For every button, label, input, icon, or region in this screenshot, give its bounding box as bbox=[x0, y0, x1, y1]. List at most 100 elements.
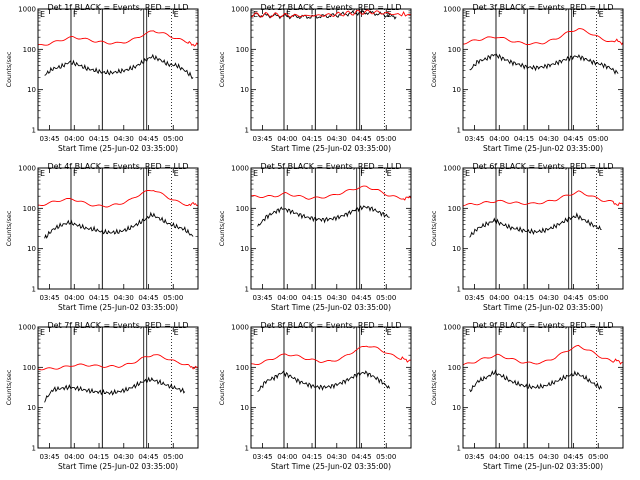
x-axis-label: Start Time (25-Jun-02 03:35:00) bbox=[483, 303, 603, 312]
x-tick-label: 03:45 bbox=[39, 453, 59, 461]
x-tick-label: 03:45 bbox=[252, 135, 272, 143]
x-tick-label: 04:45 bbox=[563, 453, 583, 461]
marker-label: E bbox=[465, 10, 470, 19]
x-tick-label: 05:00 bbox=[163, 135, 183, 143]
y-tick-label: 10 bbox=[452, 404, 461, 412]
series-line-events bbox=[257, 370, 391, 392]
y-axis-label: Counts/sec bbox=[430, 51, 438, 87]
chart-title: Det 5f BLACK = Events, RED = LLD bbox=[260, 162, 401, 171]
y-axis-label: Counts/sec bbox=[218, 210, 226, 246]
x-tick-label: 04:00 bbox=[489, 453, 509, 461]
plot-frame bbox=[250, 326, 412, 449]
marker-label: F bbox=[498, 328, 503, 337]
chart-panel-9: Det 9f BLACK = Events, RED = LLD Counts/s… bbox=[430, 321, 624, 471]
marker-label: F bbox=[73, 10, 78, 19]
series-line-events bbox=[469, 212, 602, 238]
plot-frame bbox=[462, 167, 624, 290]
marker-label: F bbox=[360, 328, 365, 337]
x-axis-label: Start Time (25-Jun-02 03:35:00) bbox=[271, 462, 391, 471]
y-tick-label: 10 bbox=[27, 404, 36, 412]
chart-panel-8: Det 8f BLACK = Events, RED = LLD Counts/s… bbox=[218, 321, 412, 471]
series-line-events bbox=[44, 211, 194, 239]
series-line-events bbox=[44, 376, 186, 403]
y-tick-label: 10 bbox=[240, 86, 249, 94]
chart-title: Det 1f BLACK = Events, RED = LLD bbox=[47, 3, 188, 12]
marker-label: E bbox=[40, 10, 45, 19]
y-tick-label: 1000 bbox=[443, 324, 461, 332]
marker-label: F bbox=[286, 169, 291, 178]
x-tick-label: 04:45 bbox=[351, 294, 371, 302]
series-line-events bbox=[469, 369, 603, 393]
chart-title: Det 3f BLACK = Events, RED = LLD bbox=[472, 3, 613, 12]
x-tick-label: 04:15 bbox=[514, 135, 534, 143]
plot-frame bbox=[250, 8, 412, 131]
x-tick-label: 04:15 bbox=[89, 294, 109, 302]
plot-frame bbox=[462, 8, 624, 131]
chart-panel-4: Det 4f BLACK = Events, RED = LLD Counts/s… bbox=[5, 162, 199, 312]
x-axis-label: Start Time (25-Jun-02 03:35:00) bbox=[271, 303, 391, 312]
y-tick-label: 1 bbox=[32, 286, 36, 294]
x-tick-label: 03:45 bbox=[252, 294, 272, 302]
series-line-lld bbox=[462, 344, 624, 366]
series-line-lld bbox=[462, 190, 624, 207]
x-tick-label: 04:30 bbox=[539, 453, 559, 461]
y-tick-label: 1 bbox=[457, 445, 461, 453]
series-line-lld bbox=[37, 30, 199, 47]
marker-label: E bbox=[465, 169, 470, 178]
y-axis-label: Counts/sec bbox=[430, 369, 438, 405]
y-tick-label: 1000 bbox=[18, 6, 36, 14]
x-tick-label: 05:00 bbox=[588, 453, 608, 461]
y-tick-label: 1 bbox=[245, 127, 249, 135]
y-tick-label: 1 bbox=[32, 445, 36, 453]
x-axis-label: Start Time (25-Jun-02 03:35:00) bbox=[483, 144, 603, 153]
x-axis-label: Start Time (25-Jun-02 03:35:00) bbox=[58, 462, 178, 471]
y-tick-label: 100 bbox=[236, 46, 249, 54]
x-tick-label: 04:00 bbox=[64, 453, 84, 461]
x-tick-label: 04:45 bbox=[351, 453, 371, 461]
series-line-lld bbox=[250, 9, 412, 18]
marker-label: F bbox=[73, 328, 78, 337]
chart-panel-2: Det 2f BLACK = Events, RED = LLD Counts/s… bbox=[218, 3, 412, 153]
marker-label: E bbox=[40, 169, 45, 178]
y-axis-label: Counts/sec bbox=[5, 210, 13, 246]
y-tick-label: 1 bbox=[457, 127, 461, 135]
x-tick-label: 04:15 bbox=[514, 453, 534, 461]
x-tick-label: 04:00 bbox=[64, 294, 84, 302]
x-tick-label: 04:45 bbox=[563, 135, 583, 143]
chart-title: Det 9f BLACK = Events, RED = LLD bbox=[472, 321, 613, 330]
marker-label: E bbox=[174, 328, 179, 337]
marker-label: F bbox=[498, 169, 503, 178]
marker-label: F bbox=[286, 328, 291, 337]
y-tick-label: 10 bbox=[27, 245, 36, 253]
x-tick-label: 04:30 bbox=[539, 294, 559, 302]
x-tick-label: 04:30 bbox=[327, 294, 347, 302]
series-line-events bbox=[469, 53, 619, 75]
marker-label: E bbox=[599, 169, 604, 178]
x-tick-label: 04:30 bbox=[114, 135, 134, 143]
y-tick-label: 100 bbox=[236, 364, 249, 372]
marker-label: F bbox=[572, 169, 577, 178]
x-tick-label: 03:45 bbox=[252, 453, 272, 461]
x-tick-label: 04:45 bbox=[563, 294, 583, 302]
x-tick-label: 04:30 bbox=[539, 135, 559, 143]
marker-label: E bbox=[599, 328, 604, 337]
x-tick-label: 04:30 bbox=[327, 135, 347, 143]
x-tick-label: 04:30 bbox=[327, 453, 347, 461]
marker-label: E bbox=[253, 328, 258, 337]
x-tick-label: 03:45 bbox=[39, 135, 59, 143]
x-axis-label: Start Time (25-Jun-02 03:35:00) bbox=[58, 144, 178, 153]
x-tick-label: 03:45 bbox=[39, 294, 59, 302]
x-tick-label: 04:00 bbox=[64, 135, 84, 143]
marker-label: F bbox=[360, 169, 365, 178]
plot-frame bbox=[250, 167, 412, 290]
series-line-events bbox=[44, 53, 194, 80]
marker-label: F bbox=[147, 10, 152, 19]
marker-label: E bbox=[387, 328, 392, 337]
y-tick-label: 1000 bbox=[18, 165, 36, 173]
marker-label: F bbox=[286, 10, 291, 19]
chart-title: Det 7f BLACK = Events, RED = LLD bbox=[47, 321, 188, 330]
series-line-lld bbox=[250, 185, 412, 201]
y-tick-label: 100 bbox=[23, 46, 36, 54]
